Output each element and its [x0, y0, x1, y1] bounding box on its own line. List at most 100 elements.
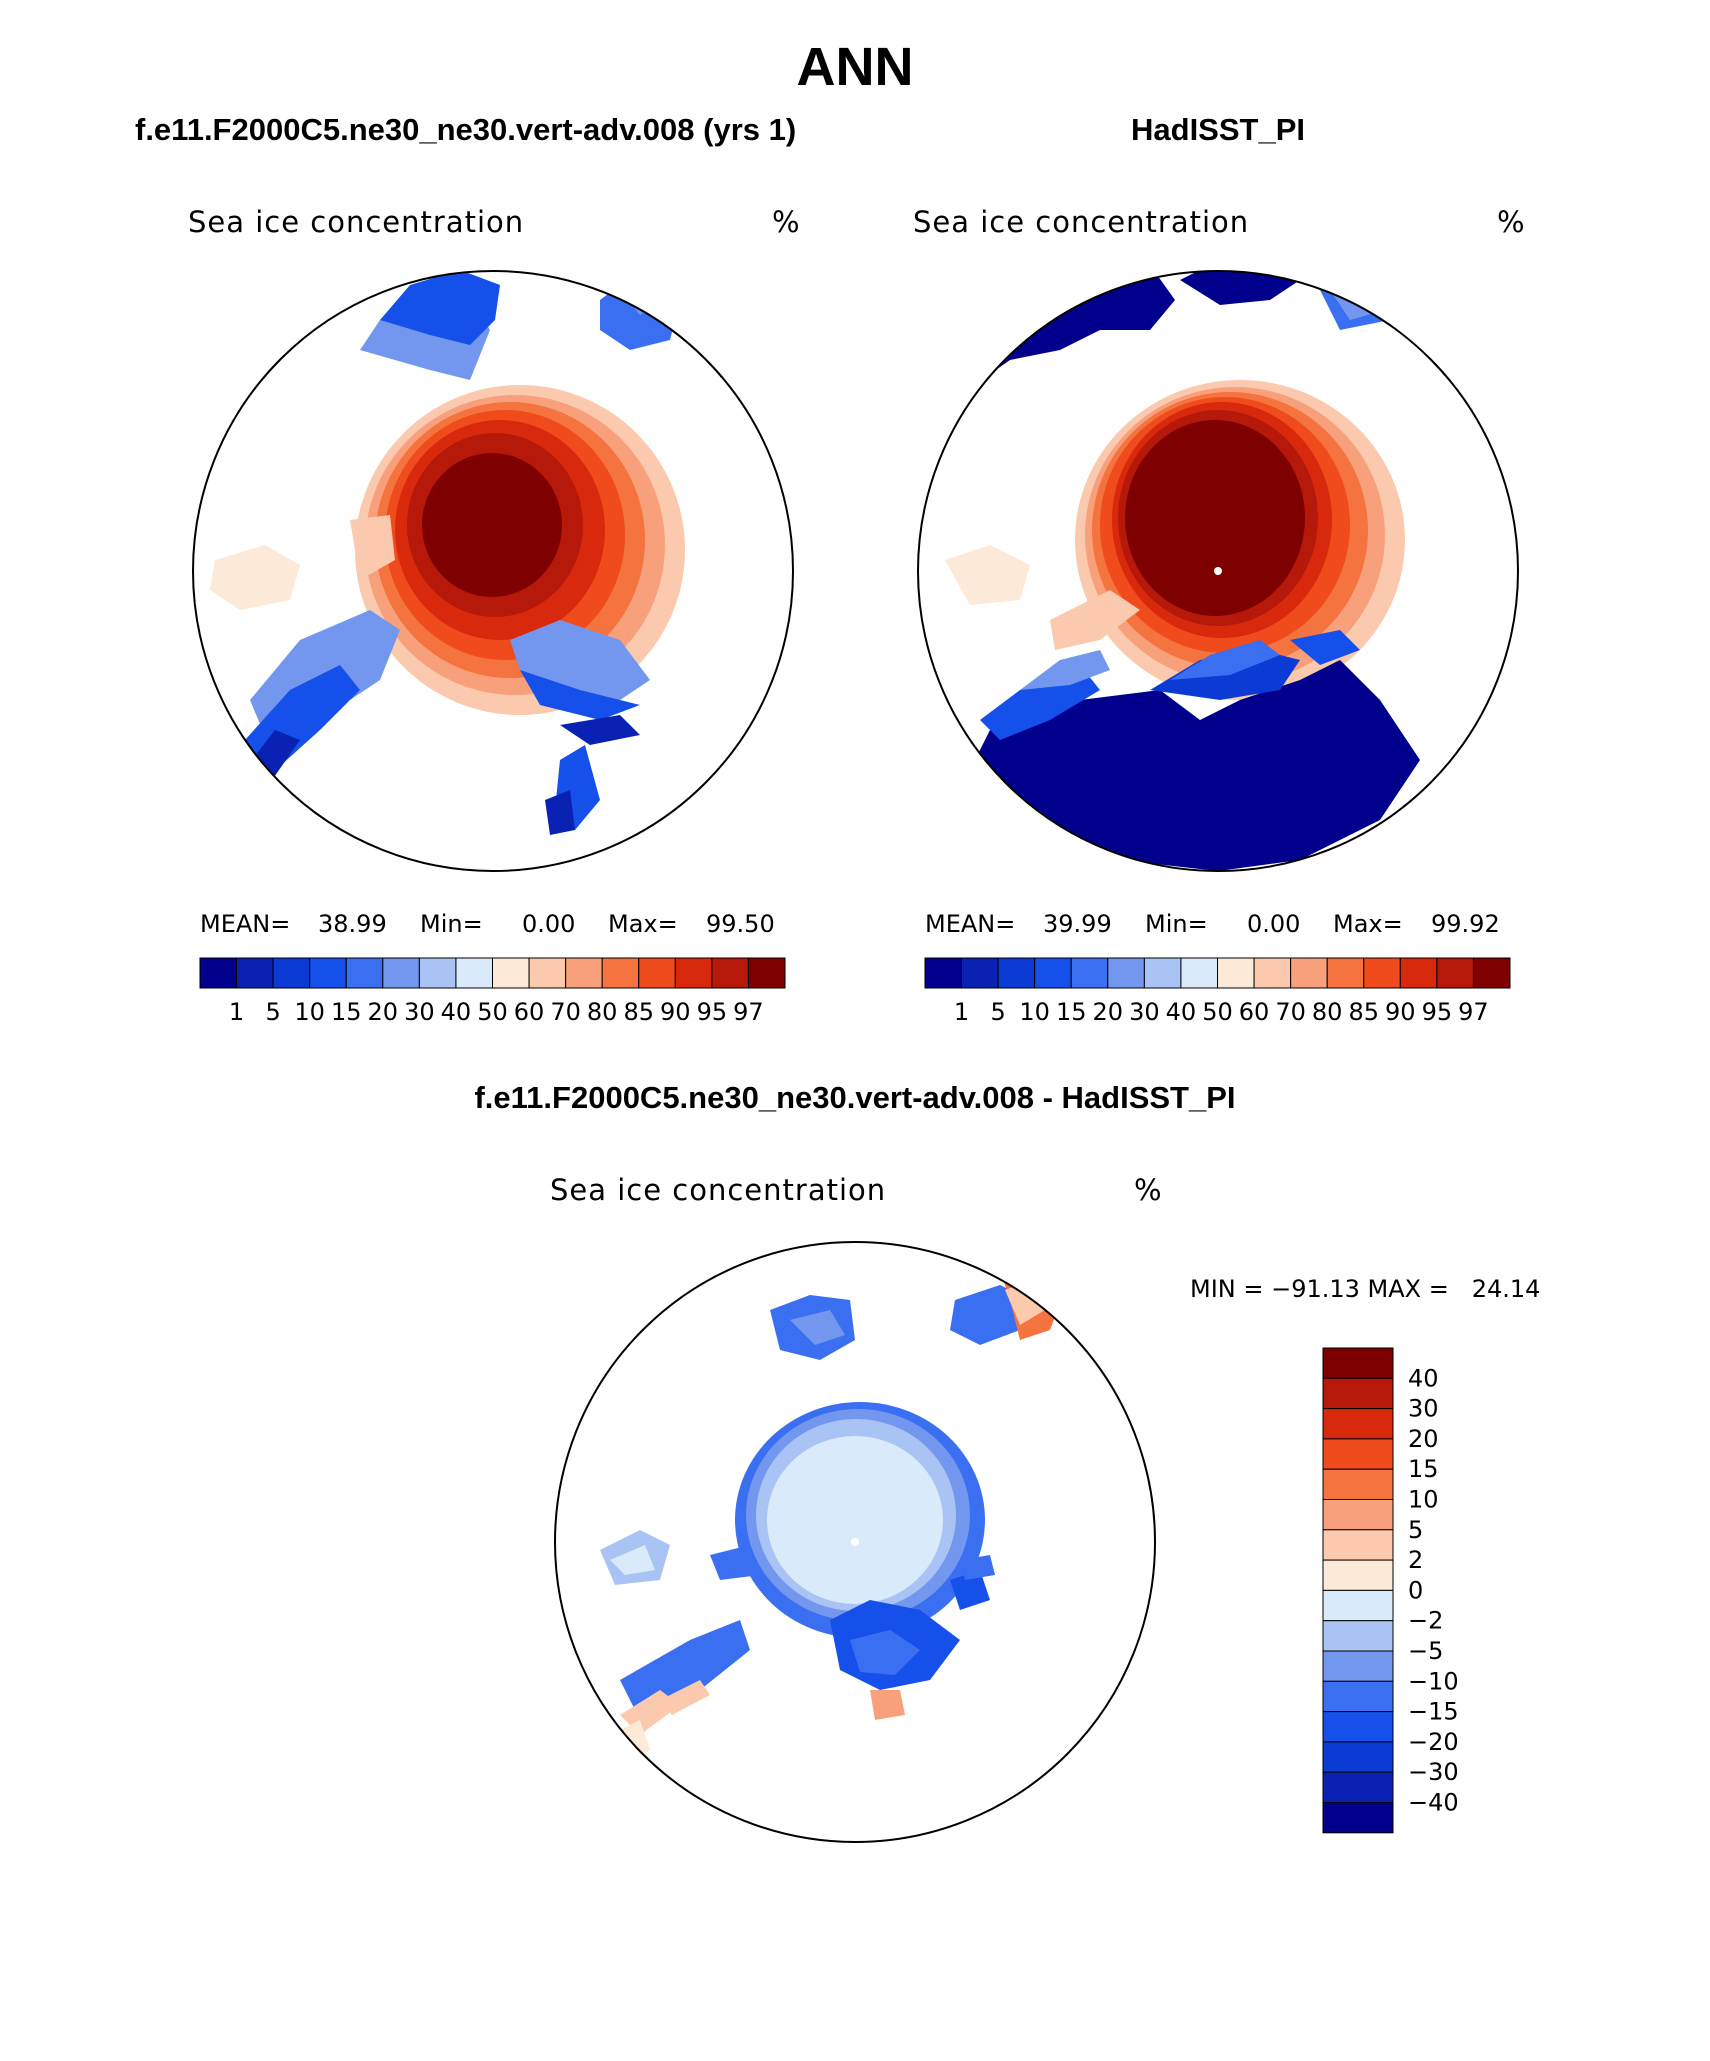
panel-obs-units: % — [1497, 205, 1526, 239]
model-colorbar-tick-label: 90 — [660, 998, 691, 1026]
obs-colorbar-swatch — [1290, 957, 1328, 989]
diff-colorbar-tick-label: −20 — [1408, 1728, 1459, 1756]
model-colorbar-tick-label: 97 — [733, 998, 764, 1026]
model-colorbar-tick-label: 1 — [229, 998, 244, 1026]
panel-obs-colorbar: 1 5 10 15 20 30 40 50 60 70 80 85 90 95 97 — [924, 957, 1511, 1026]
diff-colorbar-swatch — [1322, 1711, 1394, 1743]
model-colorbar-tick-label: 95 — [697, 998, 728, 1026]
model-colorbar-tick-label: 15 — [331, 998, 362, 1026]
obs-colorbar-tick-label: 40 — [1166, 998, 1197, 1026]
panel-diff-header: f.e11.F2000C5.ne30_ne30.vert-adv.008 - H… — [474, 1080, 1235, 1115]
panel-model-max-label: Max= — [608, 910, 678, 938]
obs-colorbar-tick-label: 30 — [1129, 998, 1160, 1026]
model-colorbar-tick-label: 50 — [477, 998, 508, 1026]
model-colorbar-swatch — [565, 957, 603, 989]
model-colorbar-tick-label: 5 — [265, 998, 280, 1026]
diff-colorbar-tick-label: 0 — [1408, 1576, 1423, 1604]
diff-colorbar-swatch — [1322, 1771, 1394, 1803]
model-colorbar-swatch — [272, 957, 311, 989]
panel-diff-units: % — [1134, 1173, 1163, 1207]
obs-colorbar-tick-label: 5 — [990, 998, 1005, 1026]
model-colorbar-swatch — [345, 957, 384, 989]
diff-colorbar-swatch — [1322, 1408, 1394, 1440]
panel-model-disk-border — [192, 270, 794, 872]
obs-colorbar-tick-label: 10 — [1019, 998, 1050, 1026]
obs-colorbar-swatch — [1399, 957, 1438, 989]
panel-obs-map — [918, 271, 1518, 871]
model-colorbar-swatch — [309, 957, 347, 989]
model-colorbar-swatch — [638, 957, 676, 989]
diff-colorbar-tick-label: −40 — [1408, 1789, 1459, 1817]
panel-model-mean-label: MEAN= — [200, 910, 290, 938]
panel-obs-mean-label: MEAN= — [925, 910, 1015, 938]
diff-colorbar-tick-label: −2 — [1408, 1607, 1443, 1635]
obs-colorbar-tick-label: 1 — [954, 998, 969, 1026]
diff-colorbar-tick-label: 20 — [1408, 1425, 1439, 1453]
model-colorbar-tick-label: 70 — [550, 998, 581, 1026]
obs-colorbar-swatch — [1143, 957, 1182, 989]
panel-obs-max-value: 99.92 — [1431, 910, 1500, 938]
panel-obs-mean-value: 39.99 — [1043, 910, 1112, 938]
panel-model-min-value: 0.00 — [522, 910, 575, 938]
panel-model-mean-value: 38.99 — [318, 910, 387, 938]
obs-colorbar-swatch — [1107, 957, 1145, 989]
diff-colorbar-swatch — [1322, 1377, 1394, 1410]
panel-model-header: f.e11.F2000C5.ne30_ne30.vert-adv.008 (yr… — [135, 112, 796, 147]
diff-colorbar-swatch — [1322, 1680, 1394, 1713]
diff-colorbar-swatch — [1322, 1499, 1394, 1531]
obs-colorbar-swatch — [1070, 957, 1109, 989]
model-colorbar-tick-label: 30 — [404, 998, 435, 1026]
obs-colorbar-tick-label: 85 — [1348, 998, 1379, 1026]
diff-colorbar-swatch — [1322, 1741, 1394, 1773]
obs-colorbar-swatch — [997, 957, 1036, 989]
panel-diff-minmax: MIN = −91.13 MAX = 24.14 — [1190, 1275, 1540, 1303]
diff-colorbar-swatch — [1322, 1468, 1394, 1500]
panel-model-variable: Sea ice concentration — [188, 205, 524, 239]
diff-colorbar-swatch — [1322, 1438, 1394, 1470]
model-colorbar-swatch — [236, 957, 274, 989]
obs-colorbar-swatch — [1253, 957, 1292, 989]
panel-diff: f.e11.F2000C5.ne30_ne30.vert-adv.008 - H… — [474, 1080, 1540, 1843]
obs-colorbar-swatch — [1180, 957, 1218, 989]
panel-obs: HadISST_PI Sea ice concentration % — [913, 112, 1526, 1026]
panel-model-map — [193, 271, 793, 871]
diff-colorbar-swatch — [1322, 1347, 1394, 1379]
obs-colorbar-tick-label: 90 — [1385, 998, 1416, 1026]
diff-colorbar-tick-label: −30 — [1408, 1758, 1459, 1786]
obs-colorbar-tick-label: 20 — [1093, 998, 1124, 1026]
diff-colorbar-swatch — [1322, 1650, 1394, 1682]
diff-colorbar-tick-label: −10 — [1408, 1667, 1459, 1695]
model-colorbar-swatch — [418, 957, 457, 989]
model-colorbar-swatch — [492, 957, 530, 989]
diff-colorbar-tick-label: 5 — [1408, 1516, 1423, 1544]
obs-colorbar-swatch — [961, 957, 999, 989]
diff-colorbar-swatch — [1322, 1620, 1394, 1652]
model-colorbar-tick-label: 40 — [441, 998, 472, 1026]
panel-model-min-label: Min= — [420, 910, 483, 938]
diff-colorbar-tick-label: −5 — [1408, 1637, 1443, 1665]
model-colorbar-swatch — [601, 957, 640, 989]
model-colorbar-tick-label: 20 — [368, 998, 399, 1026]
model-colorbar-swatch — [747, 957, 786, 989]
panel-model-max-value: 99.50 — [706, 910, 775, 938]
model-colorbar-tick-label: 80 — [587, 998, 618, 1026]
panel-diff-map — [555, 1242, 1155, 1842]
model-colorbar-swatch — [528, 957, 567, 989]
panel-obs-variable: Sea ice concentration — [913, 205, 1249, 239]
panel-model: f.e11.F2000C5.ne30_ne30.vert-adv.008 (yr… — [135, 112, 800, 1026]
panel-model-colorbar: 1 5 10 15 20 30 40 50 60 70 80 85 90 95 97 — [199, 957, 786, 1026]
panel-diff-variable: Sea ice concentration — [550, 1173, 886, 1207]
obs-colorbar-swatch — [1436, 957, 1474, 989]
obs-colorbar-tick-label: 97 — [1458, 998, 1489, 1026]
model-colorbar-tick-label: 60 — [514, 998, 545, 1026]
panel-obs-disk-border — [917, 270, 1519, 872]
obs-colorbar-tick-label: 95 — [1422, 998, 1453, 1026]
diff-colorbar-tick-label: −15 — [1408, 1698, 1459, 1726]
obs-colorbar-tick-label: 70 — [1275, 998, 1306, 1026]
diff-colorbar-swatch — [1322, 1529, 1394, 1561]
obs-colorbar-tick-label: 80 — [1312, 998, 1343, 1026]
diff-colorbar-tick-label: 30 — [1408, 1395, 1439, 1423]
panel-diff-disk-border — [554, 1241, 1156, 1843]
obs-colorbar-tick-label: 50 — [1202, 998, 1233, 1026]
